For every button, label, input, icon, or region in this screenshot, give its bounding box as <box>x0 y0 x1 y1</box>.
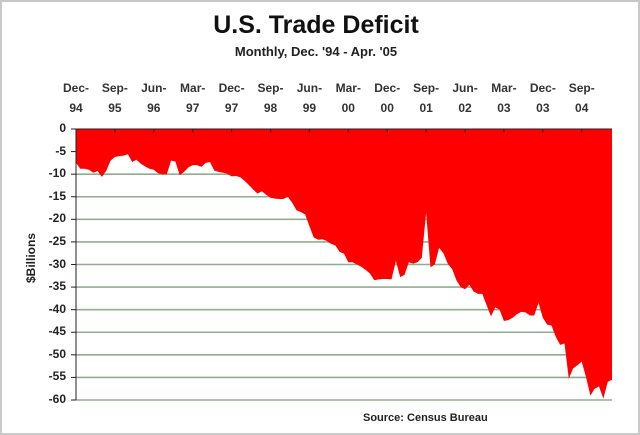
x-tick-label-line2: 99 <box>302 101 317 115</box>
x-tick-label-line1: Sep- <box>101 81 128 95</box>
x-tick-label-line2: 03 <box>497 101 511 115</box>
x-tick-label-line2: 94 <box>69 101 83 115</box>
y-tick-label: -40 <box>48 301 66 316</box>
x-tick-label-line1: Sep- <box>568 81 595 95</box>
x-tick-label-line2: 04 <box>575 101 589 115</box>
x-tick-label-line1: Sep- <box>257 81 284 95</box>
x-tick-label: Sep- 01 <box>404 78 448 118</box>
x-tick-label: Dec- 00 <box>365 78 409 118</box>
x-tick-label-line2: 00 <box>341 101 355 115</box>
x-tick-label: Sep- 98 <box>249 78 293 118</box>
x-tick-label-line1: Mar- <box>335 81 361 95</box>
x-tick-label-line2: 97 <box>186 101 200 115</box>
x-tick-label-line2: 02 <box>458 101 472 115</box>
x-tick-label: Jun- 99 <box>287 78 331 118</box>
x-tick-label-line1: Dec- <box>529 81 556 95</box>
x-tick-label-line2: 01 <box>419 101 433 115</box>
x-tick-label-line1: Dec- <box>62 81 89 95</box>
x-tick-label-line1: Dec- <box>374 81 401 95</box>
x-tick-label: Jun- 02 <box>443 78 487 118</box>
y-tick-label: -45 <box>48 324 66 339</box>
x-tick-label-line2: 96 <box>147 101 161 115</box>
y-tick-label: -5 <box>55 143 66 158</box>
x-tick-label-line1: Mar- <box>180 81 206 95</box>
source-note: Source: Census Bureau <box>363 412 488 424</box>
x-tick-label-line1: Mar- <box>491 81 517 95</box>
y-tick-label: -20 <box>48 211 66 226</box>
x-tick-label: Mar- 97 <box>171 78 215 118</box>
y-tick-label: -35 <box>48 279 66 294</box>
chart-title: U.S. Trade Deficit <box>213 11 419 39</box>
x-tick-label: Dec- 97 <box>210 78 254 118</box>
x-tick-label-line2: 95 <box>108 101 122 115</box>
x-tick-label: Mar- 03 <box>482 78 526 118</box>
chart-subtitle: Monthly, Dec. '94 - Apr. '05 <box>234 44 398 59</box>
x-tick-label-line1: Sep- <box>413 81 440 95</box>
x-tick-label-line2: 03 <box>536 101 550 115</box>
x-tick-label-line2: 00 <box>380 101 394 115</box>
x-tick-label: Jun- 96 <box>132 78 176 118</box>
x-tick-label-line1: Jun- <box>141 81 167 95</box>
x-tick-label-line2: 98 <box>263 101 278 115</box>
x-tick-label-line2: 97 <box>224 101 239 115</box>
y-tick-label: -25 <box>48 233 66 248</box>
x-tick-label: Sep- 04 <box>560 78 604 118</box>
deficit-area <box>76 129 612 399</box>
x-tick-label-line1: Jun- <box>296 81 323 95</box>
y-tick-label: -30 <box>48 256 66 271</box>
y-tick-label: 0 <box>59 121 66 135</box>
x-tick-label: Dec- 94 <box>54 78 98 118</box>
y-tick-label: -50 <box>48 346 66 361</box>
x-tick-label: Mar- 00 <box>326 78 370 118</box>
x-tick-label: Sep- 95 <box>93 78 137 118</box>
axes <box>71 128 612 401</box>
y-tick-label: -55 <box>48 369 66 384</box>
y-tick-label: -60 <box>48 392 66 406</box>
x-tick-label-line1: Dec- <box>218 81 245 95</box>
x-tick-label: Dec- 03 <box>521 78 565 118</box>
x-tick-label-line1: Jun- <box>452 81 478 95</box>
y-axis-title: $Billions <box>24 232 38 284</box>
y-tick-label: -10 <box>48 166 66 181</box>
y-tick-label: -15 <box>48 188 66 203</box>
